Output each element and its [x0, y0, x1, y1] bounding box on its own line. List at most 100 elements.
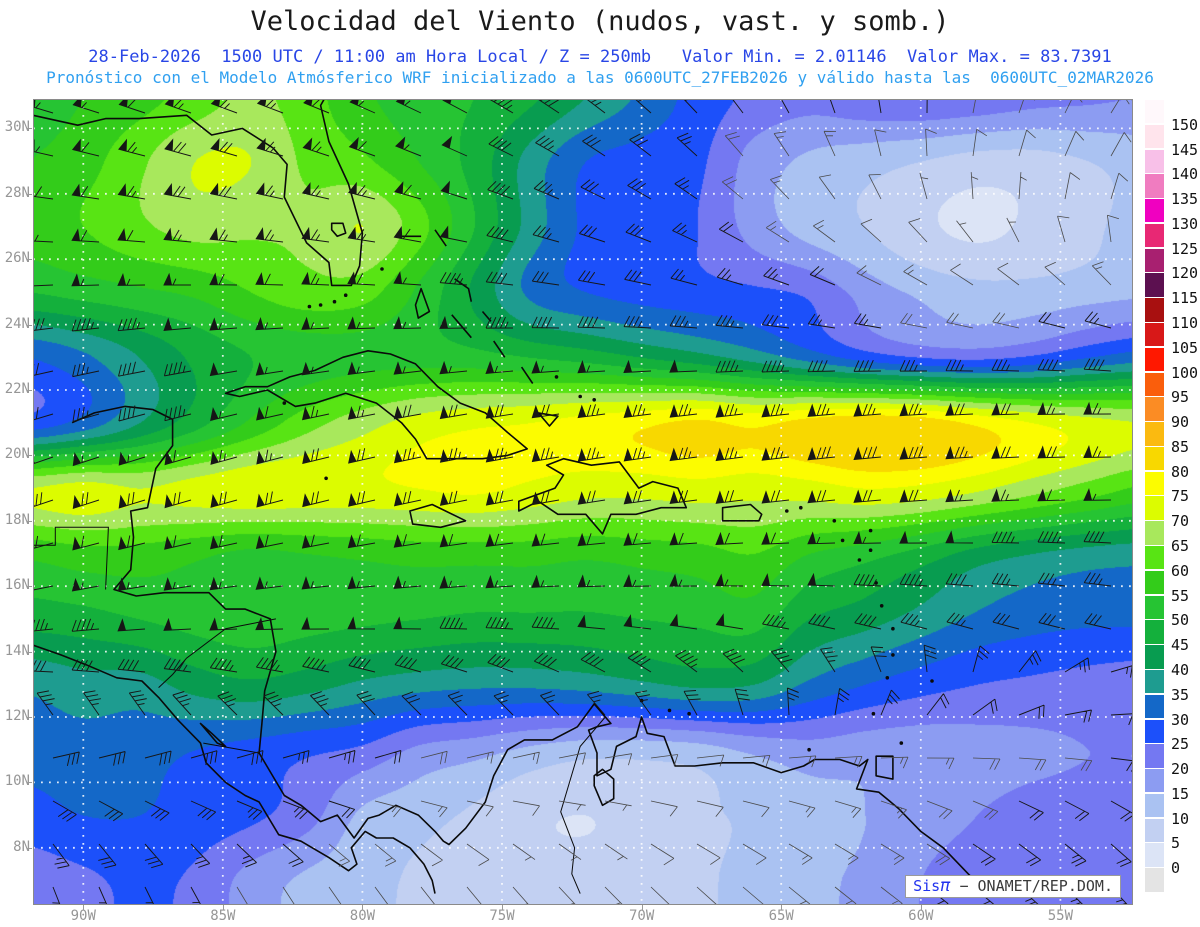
colorbar-swatch [1145, 719, 1164, 743]
colorbar-label: 120 [1171, 264, 1199, 283]
colorbar-label: 55 [1171, 586, 1190, 605]
colorbar-label: 130 [1171, 214, 1199, 233]
colorbar-swatch [1145, 793, 1164, 818]
lat-label-30N: 30N [4, 119, 30, 136]
colorbar-label: 135 [1171, 190, 1199, 209]
lon-label-55W: 55W [1047, 908, 1074, 924]
colorbar-swatch [1145, 446, 1164, 471]
colorbar-swatch [1145, 471, 1164, 496]
lon-label-75W: 75W [489, 908, 515, 924]
lat-label-20N: 20N [4, 446, 30, 463]
colorbar-swatch [1145, 496, 1164, 520]
lon-tick [502, 905, 504, 910]
lon-label-60W: 60W [908, 908, 934, 924]
colorbar-label: 50 [1171, 611, 1190, 630]
lat-tick [27, 847, 32, 849]
colorbar-label: 0 [1171, 859, 1181, 878]
lat-label-12N: 12N [4, 707, 30, 724]
lon-tick [920, 905, 922, 910]
colorbar-swatch [1145, 273, 1164, 297]
lat-tick [27, 128, 32, 130]
lat-label-16N: 16N [4, 577, 30, 594]
lon-label-70W: 70W [628, 908, 655, 924]
coastlines [33, 99, 989, 895]
lat-tick [27, 324, 32, 326]
lon-tick [222, 905, 224, 910]
colorbar-label: 60 [1171, 561, 1190, 580]
colorbar-label: 75 [1171, 487, 1190, 506]
colorbar-label: 70 [1171, 512, 1190, 531]
colorbar-label: 100 [1171, 363, 1199, 382]
lat-tick [27, 716, 32, 718]
colorbar-label: 140 [1171, 165, 1199, 184]
colorbar-label: 5 [1171, 834, 1181, 853]
colorbar-label: 20 [1171, 760, 1190, 779]
map-overlay [33, 99, 1133, 905]
colorbar-swatch [1145, 868, 1164, 892]
colorbar-swatch [1145, 744, 1164, 768]
colorbar-label: 25 [1171, 735, 1190, 754]
colorbar-swatch [1145, 595, 1164, 619]
colorbar-swatch [1145, 149, 1164, 173]
colorbar-label: 30 [1171, 710, 1190, 729]
lon-tick [1060, 905, 1062, 910]
colorbar-swatch [1145, 223, 1164, 248]
map-frame [33, 99, 1133, 905]
page-title: Velocidad del Viento (nudos, vast. y som… [250, 6, 950, 37]
model-run-line: 28-Feb-2026 1500 UTC / 11:00 am Hora Loc… [88, 47, 1112, 67]
colorbar-swatch [1145, 124, 1164, 149]
lon-label-85W: 85W [210, 908, 236, 924]
lat-label-8N: 8N [13, 838, 30, 855]
colorbar-label: 65 [1171, 537, 1190, 556]
lat-label-22N: 22N [4, 381, 30, 397]
colorbar-swatch [1145, 546, 1164, 570]
watermark: Sisπ − ONAMET/REP.DOM. [905, 875, 1121, 898]
lat-tick [27, 455, 32, 457]
lon-label-90W: 90W [70, 908, 96, 924]
colorbar-label: 90 [1171, 413, 1190, 432]
colorbar-label: 110 [1171, 314, 1199, 333]
colorbar-label: 35 [1171, 685, 1190, 704]
lat-tick [27, 520, 32, 522]
colorbar-swatch [1145, 669, 1164, 694]
colorbar-swatch [1145, 323, 1164, 347]
colorbar-label: 45 [1171, 636, 1190, 655]
lon-label-65W: 65W [768, 908, 794, 924]
lat-label-18N: 18N [4, 511, 30, 528]
colorbar-swatch [1145, 645, 1164, 669]
colorbar-swatch [1145, 818, 1164, 842]
watermark-pi-symbol: π [940, 876, 951, 896]
lon-tick [641, 905, 643, 910]
lat-label-26N: 26N [4, 250, 30, 267]
lat-tick [27, 259, 32, 261]
lat-label-10N: 10N [4, 773, 30, 790]
colorbar-swatch [1145, 199, 1164, 223]
lat-tick [27, 782, 32, 784]
watermark-org: − ONAMET/REP.DOM. [950, 877, 1113, 895]
lon-tick [83, 905, 85, 910]
colorbar-label: 40 [1171, 660, 1190, 679]
colorbar-label: 115 [1171, 289, 1199, 308]
colorbar-label: 150 [1171, 115, 1199, 134]
colorbar-swatch [1145, 769, 1164, 793]
colorbar-swatch [1145, 347, 1164, 372]
colorbar-label: 125 [1171, 239, 1199, 258]
colorbar-label: 105 [1171, 338, 1199, 357]
colorbar-swatch [1145, 397, 1164, 421]
lat-tick [27, 651, 32, 653]
colorbar-swatch [1145, 694, 1164, 719]
lat-tick [27, 586, 32, 588]
country-borders [33, 526, 606, 894]
lat-tick [27, 193, 32, 195]
colorbar-swatch [1145, 843, 1164, 867]
colorbar-swatch [1145, 570, 1164, 595]
small-islands [282, 267, 934, 752]
watermark-sis: Sis [913, 877, 941, 895]
wind-barbs [33, 99, 1133, 905]
lat-label-28N: 28N [4, 184, 30, 201]
colorbar-swatch [1145, 372, 1164, 396]
colorbar-swatch [1145, 174, 1164, 198]
colorbar-swatch [1145, 248, 1164, 273]
forecast-validity-line: Pronóstico con el Modelo Atmósferico WRF… [46, 68, 1154, 87]
